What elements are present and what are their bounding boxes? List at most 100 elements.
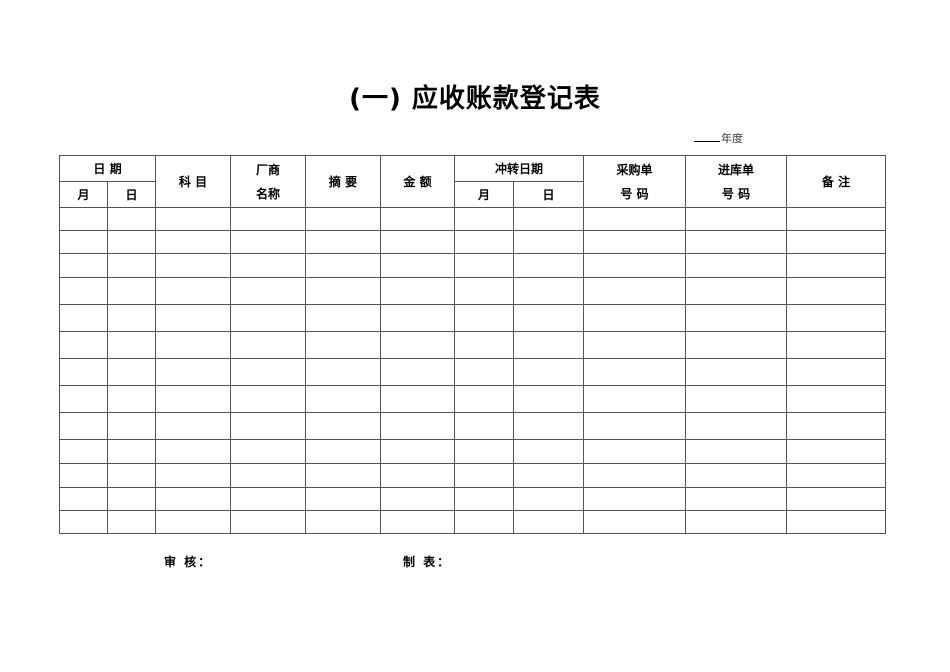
table-cell[interactable] [786, 277, 886, 305]
table-cell[interactable] [230, 358, 306, 386]
table-cell[interactable] [454, 277, 514, 305]
table-cell[interactable] [230, 463, 306, 488]
table-cell[interactable] [786, 463, 886, 488]
table-cell[interactable] [786, 385, 886, 413]
table-cell[interactable] [583, 412, 686, 440]
table-cell[interactable] [59, 439, 108, 464]
table-cell[interactable] [155, 439, 231, 464]
table-cell[interactable] [230, 510, 306, 534]
table-cell[interactable] [454, 439, 514, 464]
table-cell[interactable] [59, 253, 108, 278]
table-cell[interactable] [786, 412, 886, 440]
table-cell[interactable] [107, 277, 156, 305]
table-cell[interactable] [786, 510, 886, 534]
table-cell[interactable] [583, 331, 686, 359]
table-cell[interactable] [583, 439, 686, 464]
table-cell[interactable] [155, 277, 231, 305]
table-cell[interactable] [380, 385, 455, 413]
table-cell[interactable] [583, 230, 686, 254]
table-cell[interactable] [454, 230, 514, 254]
table-cell[interactable] [305, 277, 381, 305]
table-cell[interactable] [513, 463, 584, 488]
table-cell[interactable] [786, 331, 886, 359]
table-cell[interactable] [513, 412, 584, 440]
table-cell[interactable] [685, 207, 787, 231]
table-cell[interactable] [155, 207, 231, 231]
table-cell[interactable] [454, 487, 514, 511]
table-cell[interactable] [305, 385, 381, 413]
table-cell[interactable] [380, 331, 455, 359]
table-cell[interactable] [59, 331, 108, 359]
table-cell[interactable] [513, 331, 584, 359]
table-cell[interactable] [380, 510, 455, 534]
table-cell[interactable] [59, 230, 108, 254]
table-cell[interactable] [380, 463, 455, 488]
table-cell[interactable] [685, 510, 787, 534]
table-cell[interactable] [155, 331, 231, 359]
table-cell[interactable] [305, 487, 381, 511]
table-cell[interactable] [583, 253, 686, 278]
table-cell[interactable] [107, 304, 156, 332]
table-cell[interactable] [59, 304, 108, 332]
table-cell[interactable] [685, 487, 787, 511]
table-cell[interactable] [786, 487, 886, 511]
table-cell[interactable] [230, 412, 306, 440]
table-cell[interactable] [230, 230, 306, 254]
table-cell[interactable] [107, 331, 156, 359]
table-cell[interactable] [305, 439, 381, 464]
table-cell[interactable] [59, 358, 108, 386]
table-cell[interactable] [685, 253, 787, 278]
table-cell[interactable] [685, 439, 787, 464]
table-cell[interactable] [155, 253, 231, 278]
table-cell[interactable] [155, 230, 231, 254]
table-cell[interactable] [107, 230, 156, 254]
table-cell[interactable] [59, 487, 108, 511]
table-cell[interactable] [583, 358, 686, 386]
table-cell[interactable] [786, 230, 886, 254]
table-cell[interactable] [230, 304, 306, 332]
table-cell[interactable] [583, 463, 686, 488]
table-cell[interactable] [230, 253, 306, 278]
table-cell[interactable] [454, 358, 514, 386]
table-cell[interactable] [59, 277, 108, 305]
table-cell[interactable] [513, 385, 584, 413]
table-cell[interactable] [305, 230, 381, 254]
table-cell[interactable] [454, 463, 514, 488]
table-cell[interactable] [380, 230, 455, 254]
table-cell[interactable] [583, 304, 686, 332]
table-cell[interactable] [786, 253, 886, 278]
table-cell[interactable] [583, 385, 686, 413]
table-cell[interactable] [685, 331, 787, 359]
table-cell[interactable] [230, 277, 306, 305]
table-cell[interactable] [305, 510, 381, 534]
table-cell[interactable] [513, 277, 584, 305]
table-cell[interactable] [107, 385, 156, 413]
table-cell[interactable] [107, 412, 156, 440]
table-cell[interactable] [107, 207, 156, 231]
table-cell[interactable] [583, 207, 686, 231]
table-cell[interactable] [583, 277, 686, 305]
table-cell[interactable] [513, 358, 584, 386]
table-cell[interactable] [454, 510, 514, 534]
table-cell[interactable] [786, 304, 886, 332]
table-cell[interactable] [454, 331, 514, 359]
table-cell[interactable] [59, 463, 108, 488]
table-cell[interactable] [685, 463, 787, 488]
table-cell[interactable] [155, 463, 231, 488]
table-cell[interactable] [380, 253, 455, 278]
table-cell[interactable] [230, 385, 306, 413]
table-cell[interactable] [107, 487, 156, 511]
table-cell[interactable] [305, 253, 381, 278]
table-cell[interactable] [59, 207, 108, 231]
table-cell[interactable] [685, 385, 787, 413]
table-cell[interactable] [583, 487, 686, 511]
table-cell[interactable] [380, 412, 455, 440]
table-cell[interactable] [380, 439, 455, 464]
table-cell[interactable] [59, 510, 108, 534]
table-cell[interactable] [155, 412, 231, 440]
table-cell[interactable] [230, 207, 306, 231]
table-cell[interactable] [305, 331, 381, 359]
table-cell[interactable] [107, 358, 156, 386]
table-cell[interactable] [155, 385, 231, 413]
table-cell[interactable] [513, 487, 584, 511]
